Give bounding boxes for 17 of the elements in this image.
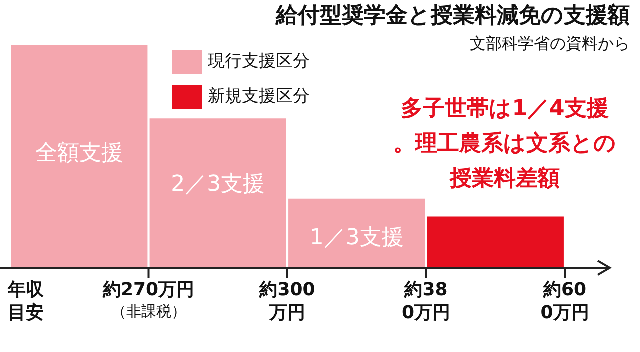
- legend-label: 現行支援区分: [208, 51, 310, 72]
- bar: [288, 198, 426, 268]
- x-tick-label: 約300万円: [258, 280, 316, 324]
- x-tick-label: 約270万円（非課税）: [102, 280, 195, 320]
- bar: [11, 45, 148, 268]
- annotation: 全額支援: [35, 140, 124, 166]
- chart-subtitle: 文部科学省の資料から: [470, 34, 630, 54]
- legend-label: 新規支援区分: [208, 86, 310, 106]
- x-tick-label: 約380万円: [402, 280, 451, 324]
- bar: [150, 118, 286, 268]
- chart-title: 給付型奨学金と授業料減免の支援額: [275, 4, 630, 29]
- annotation: 2／3支援: [171, 172, 266, 198]
- annotation: 1／3支援: [310, 226, 404, 251]
- x-tick-label: 約600万円: [540, 280, 590, 324]
- bar: [427, 216, 564, 268]
- annotation: 多子世帯は1／4支援。理工農系は文系との授業料差額: [394, 96, 616, 192]
- x-axis-title: 年収目安: [7, 280, 45, 324]
